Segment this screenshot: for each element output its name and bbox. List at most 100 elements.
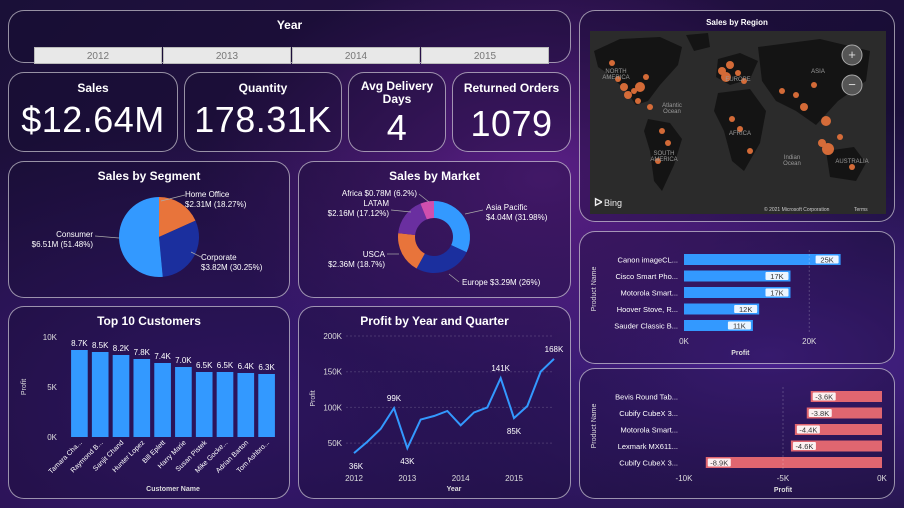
market-donut-chart[interactable]: Asia Pacific$4.04M (31.98%) Europe $3.29M… [299,162,572,299]
delivery-kpi-title-line2: Days [382,92,412,106]
profit-y-tick: 100K [323,403,342,412]
map-label-atlantic-ocean: Ocean [663,109,681,115]
market-label-name: LATAM [364,199,390,208]
map-label-north: NORTH [605,69,626,75]
profit-point-label: 43K [400,457,415,466]
top-products-x-axis-label: Profit [731,350,750,357]
customers-bar[interactable] [133,359,151,437]
profit-line-chart[interactable]: 50K 100K 150K 200K Profit 36K 99K 43K 141K 85K 168… [299,307,572,500]
market-label-name: Asia Pacific [486,203,527,212]
top-products-label-bg [765,272,789,280]
segment-label-value: $2.31M (18.27%) [185,200,247,209]
market-slice-europe[interactable] [416,245,467,273]
bottom-products-x-tick: -10K [676,474,694,483]
returned-kpi-value: 1079 [470,103,553,144]
profit-quarter-title: Profit by Year and Quarter [360,314,509,328]
customers-bar[interactable] [175,367,192,437]
top-products-category-label: Hoover Stove, R... [617,305,678,314]
market-leader-line [448,273,460,283]
bottom-products-category-label: Cubify CubeX 3... [619,409,678,418]
map-label-africa: AFRICA [729,131,751,137]
bottom-products-bar[interactable] [806,407,882,419]
delivery-kpi-value: 4 [386,107,408,148]
bottom-products-card: Product Name Bevis Round Tab... -3.6K Cubif… [579,368,895,499]
sales-kpi-value: $12.64M [21,99,165,140]
top-products-bar[interactable] [684,320,753,331]
top-products-label-bg [815,255,839,264]
top-products-bar[interactable] [684,303,760,315]
market-slice-usca[interactable] [398,233,425,269]
market-slice-asia-pacific[interactable] [434,201,470,253]
map-terms: Terms [854,207,868,213]
bottom-products-label-bg [792,442,816,450]
delivery-kpi-title-line1: Avg Delivery [360,79,434,93]
year-button-2012[interactable]: 2012 [34,47,162,64]
year-button-2014[interactable]: 2014 [292,47,420,64]
bottom-products-bar-chart[interactable]: Product Name Bevis Round Tab... -3.6K Cubif… [580,369,896,500]
top-products-bar[interactable] [684,254,841,265]
top-products-label-bg [765,288,789,297]
year-button-2013[interactable]: 2013 [163,47,291,64]
bottom-products-bar[interactable] [810,391,882,402]
market-slice-africa[interactable] [420,201,434,220]
profit-point-label: 168K [545,345,564,354]
zoom-in-button[interactable]: + [841,44,863,66]
customers-data-label: 6.5K [196,361,213,370]
segment-leader-line [190,251,202,258]
customers-bar[interactable] [112,355,130,437]
bottom-products-bar[interactable] [790,440,882,452]
segment-label-name: Home Office [185,190,230,199]
customers-bar[interactable] [195,372,213,437]
segment-slice-consumer[interactable] [118,197,163,277]
segment-pie-chart[interactable]: Home Office$2.31M (18.27%) Corporate$3.82… [9,162,291,299]
segment-title: Sales by Segment [97,169,201,183]
segment-slice-home-office[interactable] [159,197,196,237]
top-products-label-bg [734,305,758,313]
top-products-bar[interactable] [684,270,791,282]
top-products-data-label: 25K [820,256,833,265]
customers-bar[interactable] [154,363,171,437]
market-slice-latam[interactable] [398,203,427,235]
segment-slice-corporate[interactable] [159,220,199,277]
zoom-out-button[interactable]: − [841,74,863,96]
year-filter-card: Year 2012 2013 2014 2015 [8,10,571,64]
bing-logo-icon: ᐅ [594,197,603,209]
customers-y-tick: 10K [43,333,58,342]
customers-data-label: 6.4K [238,362,255,371]
top-products-y-axis-label: Product Name [591,267,598,312]
segment-label-name: Consumer [56,230,93,239]
customers-y-axis-label: Profit [21,379,28,395]
bottom-products-bar[interactable] [794,424,882,435]
bottom-products-x-axis-label: Profit [774,487,793,494]
sales-kpi-title: Sales [77,81,109,95]
bottom-products-bar[interactable] [705,457,882,468]
top-products-data-label: 11K [733,322,746,331]
profit-series-line[interactable] [353,358,555,454]
segment-leader-line [94,235,120,239]
customers-x-axis-label: Customer Name [146,486,200,493]
sales-region-map[interactable]: NORTH AMERICA EUROPE ASIA AFRICA SOUTH A… [590,31,886,214]
bottom-products-label-bg [808,409,832,417]
quantity-kpi-card: Quantity 178.31K [184,72,342,152]
year-button-2015[interactable]: 2015 [421,47,549,64]
bottom-products-category-label: Cubify CubeX 3... [619,459,678,468]
customers-bar[interactable] [258,374,275,437]
customers-bar[interactable] [91,352,109,437]
top-products-bar-chart[interactable]: Product Name Canon imageCL... 25K Cisco Sma… [580,232,896,365]
market-leader-line [390,209,412,213]
customers-data-label: 7.0K [175,356,192,365]
zoom-in-icon: + [848,47,856,62]
top-products-bar[interactable] [684,287,791,298]
bing-label: Bing [604,198,622,208]
top-products-data-label: 17K [770,272,783,281]
bottom-products-y-axis-label: Product Name [591,404,598,449]
segment-label-name: Corporate [201,253,237,262]
segment-label-value: $3.82M (30.25%) [201,263,263,272]
market-label-value: $2.36M (18.7%) [328,260,385,269]
quantity-kpi-title: Quantity [238,81,288,95]
customers-bar[interactable] [237,373,255,437]
customers-bar[interactable] [71,350,88,437]
customers-bar[interactable] [216,372,234,437]
top-products-category-label: Canon imageCL... [618,256,678,265]
